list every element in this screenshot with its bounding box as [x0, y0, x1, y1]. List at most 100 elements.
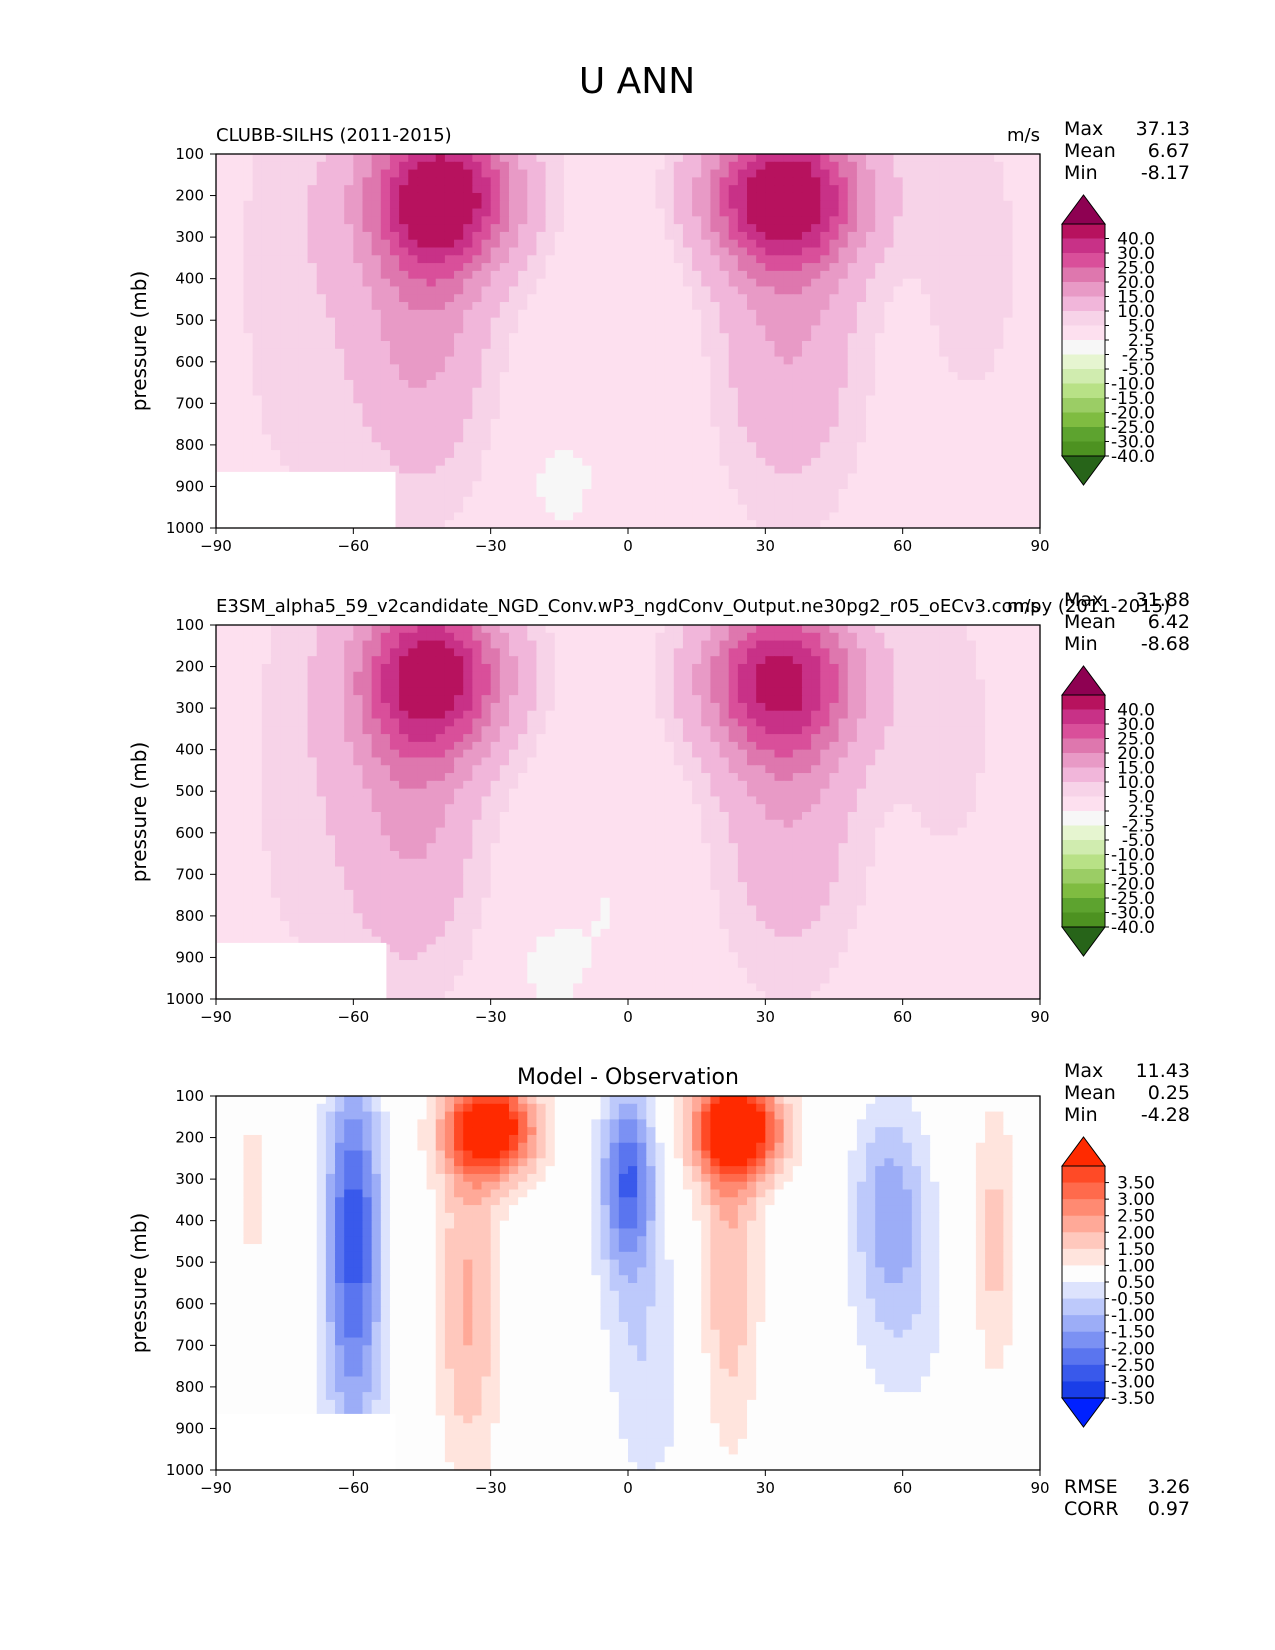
stat-value-min: -4.28	[1141, 1104, 1190, 1126]
x-tick-label: 30	[756, 1008, 775, 1026]
colorbar-extend-top	[1061, 665, 1106, 696]
colorbar-label: 20.0	[1117, 744, 1155, 764]
units-label: m/s	[1007, 125, 1040, 146]
colorbar-segment	[1062, 709, 1105, 725]
y-tick-label: 900	[175, 477, 204, 495]
stat-value-max: 31.88	[1136, 589, 1190, 611]
colorbar-segment	[1062, 1182, 1105, 1200]
x-tick-label: 60	[893, 1008, 912, 1026]
y-tick-label: 900	[175, 948, 204, 966]
y-tick-label: 400	[175, 741, 204, 759]
colorbar-label: 2.5	[1128, 802, 1155, 822]
colorbar-label: -10.0	[1111, 375, 1155, 395]
y-tick-label: 300	[175, 699, 204, 717]
colorbar-segment	[1062, 354, 1105, 370]
colorbar-label: -3.50	[1111, 1389, 1155, 1409]
stat-label-mean: Mean	[1064, 611, 1116, 633]
colorbar-label: 10.0	[1117, 302, 1155, 322]
y-tick-label: 500	[175, 1253, 204, 1271]
stat-label-corr: CORR	[1064, 1498, 1119, 1520]
x-tick-label: −90	[200, 1479, 232, 1497]
colorbar-label: 30.0	[1117, 244, 1155, 264]
chart-panel-2: −90 −60 −30 0 30 60 90 100 200 300 400 500 600 700 800…	[127, 589, 1190, 1026]
colorbar: 40.030.025.020.015.010.05.02.5-2.5-5.0-1…	[1061, 194, 1155, 486]
y-tick-label: 1000	[166, 519, 204, 537]
stat-label-min: Min	[1064, 633, 1098, 655]
colorbar-segment	[1062, 325, 1105, 341]
contour-field	[216, 1096, 1041, 1471]
colorbar-extend-top	[1061, 1136, 1106, 1167]
y-tick-label: 800	[175, 907, 204, 925]
colorbar-segment	[1062, 238, 1105, 254]
colorbar-segment	[1062, 854, 1105, 870]
colorbar-label: -10.0	[1111, 846, 1155, 866]
stat-value-mean: 6.42	[1148, 611, 1190, 633]
units-label: m/s	[1007, 596, 1040, 617]
x-tick-label: 0	[623, 537, 633, 555]
y-tick-label: 1000	[166, 1461, 204, 1479]
x-tick-label: −60	[338, 1479, 370, 1497]
x-tick-label: −60	[338, 537, 370, 555]
colorbar-segment	[1062, 782, 1105, 797]
x-tick-label: 30	[756, 1479, 775, 1497]
colorbar-label: 2.50	[1117, 1207, 1155, 1227]
y-tick-label: 800	[175, 1378, 204, 1396]
colorbar-segment	[1062, 1166, 1105, 1184]
colorbar-segment	[1062, 1381, 1105, 1399]
colorbar-label: -5.0	[1122, 831, 1155, 851]
chart-panel-3: −90 −60 −30 0 30 60 90 100 200 300 400 500 600 700 800…	[127, 1060, 1190, 1520]
colorbar-segment	[1062, 398, 1105, 413]
colorbar-segment	[1062, 311, 1105, 326]
x-tick-label: −60	[338, 1008, 370, 1026]
y-tick-label: 200	[175, 187, 204, 205]
y-tick-label: 500	[175, 311, 204, 329]
topography-mask	[217, 471, 396, 528]
colorbar-segment	[1062, 369, 1105, 384]
colorbar-label: 2.5	[1128, 331, 1155, 351]
colorbar-segment	[1062, 1248, 1105, 1266]
colorbar-label: -2.5	[1122, 346, 1155, 366]
colorbar-label: -1.50	[1111, 1323, 1155, 1343]
colorbar-segment	[1062, 912, 1105, 928]
x-tick-label: −90	[200, 537, 232, 555]
colorbar-label: -2.5	[1122, 817, 1155, 837]
y-tick-label: 400	[175, 1212, 204, 1230]
x-tick-label: −90	[200, 1008, 232, 1026]
x-tick-label: −30	[475, 1008, 507, 1026]
chart-panel-1: −90 −60 −30 0 30 60 90 100 200 300 400 500 600 700 800…	[127, 118, 1190, 555]
y-tick-label: 200	[175, 658, 204, 676]
stat-label-max: Max	[1064, 1060, 1103, 1082]
colorbar-label: 15.0	[1117, 288, 1155, 308]
y-tick-label: 600	[175, 824, 204, 842]
colorbar-segment	[1062, 224, 1105, 239]
colorbar-label: 1.00	[1117, 1256, 1155, 1276]
colorbar-extend-top	[1061, 194, 1106, 225]
colorbar-segment	[1062, 1282, 1105, 1300]
colorbar-label: -20.0	[1111, 875, 1155, 895]
stat-value-min: -8.17	[1141, 162, 1190, 184]
colorbar-label: -30.0	[1111, 904, 1155, 924]
colorbar-segment	[1062, 869, 1105, 884]
x-tick-label: 60	[893, 537, 912, 555]
y-tick-label: 300	[175, 228, 204, 246]
colorbar-segment	[1062, 767, 1105, 783]
colorbar-label: -40.0	[1111, 918, 1155, 938]
colorbar-label: -25.0	[1111, 418, 1155, 438]
colorbar-segment	[1062, 267, 1105, 283]
y-axis-label: pressure (mb)	[127, 271, 151, 412]
colorbar-label: 30.0	[1117, 715, 1155, 735]
y-tick-label: 400	[175, 270, 204, 288]
y-tick-label: 100	[175, 1087, 204, 1105]
stat-value-max: 11.43	[1136, 1060, 1190, 1082]
colorbar-label: -0.50	[1111, 1290, 1155, 1310]
stat-value-corr: 0.97	[1148, 1498, 1190, 1520]
colorbar-label: -15.0	[1111, 860, 1155, 880]
panel-title: E3SM_alpha5_59_v2candidate_NGD_Conv.wP3_…	[216, 596, 1170, 617]
colorbar-extend-bottom	[1061, 455, 1106, 486]
colorbar-label: 3.00	[1117, 1190, 1155, 1210]
colorbar: 3.503.002.502.001.501.000.50-0.50-1.00-1…	[1061, 1136, 1155, 1428]
stat-value-mean: 6.67	[1148, 140, 1190, 162]
colorbar-label: 40.0	[1117, 230, 1155, 250]
colorbar-label: 15.0	[1117, 759, 1155, 779]
